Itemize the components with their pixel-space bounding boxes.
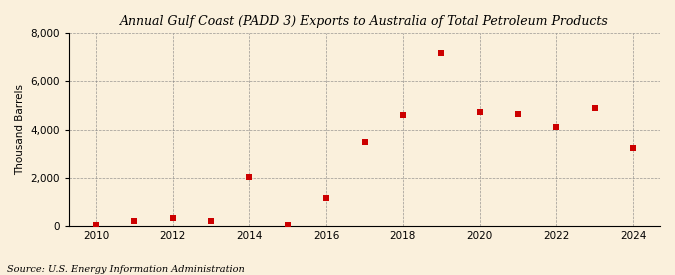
Point <box>129 219 140 223</box>
Point <box>589 106 600 110</box>
Text: Source: U.S. Energy Information Administration: Source: U.S. Energy Information Administ… <box>7 265 244 274</box>
Point <box>475 109 485 114</box>
Point <box>398 113 408 117</box>
Point <box>90 222 101 227</box>
Point <box>551 125 562 130</box>
Point <box>206 219 217 223</box>
Point <box>436 50 447 55</box>
Point <box>359 139 370 144</box>
Title: Annual Gulf Coast (PADD 3) Exports to Australia of Total Petroleum Products: Annual Gulf Coast (PADD 3) Exports to Au… <box>120 15 609 28</box>
Point <box>244 174 255 179</box>
Point <box>321 196 331 200</box>
Point <box>512 112 523 116</box>
Point <box>167 216 178 221</box>
Point <box>282 222 293 227</box>
Point <box>628 145 639 150</box>
Y-axis label: Thousand Barrels: Thousand Barrels <box>15 84 25 175</box>
